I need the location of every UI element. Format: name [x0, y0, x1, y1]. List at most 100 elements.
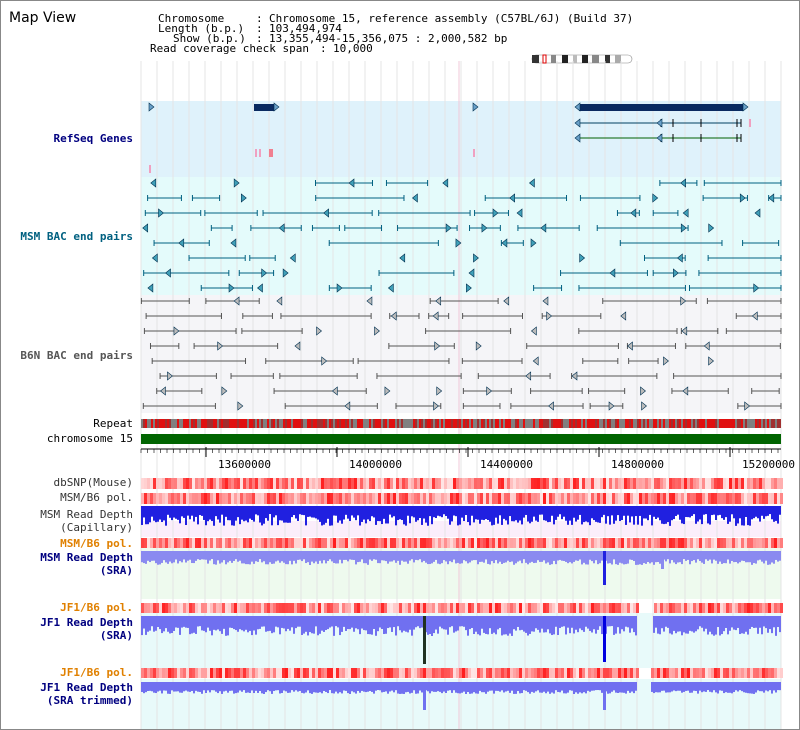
heat-cell: [687, 478, 690, 489]
repeat-segment: [465, 419, 467, 428]
depth-bar: [499, 506, 501, 516]
refseq-genes-track[interactable]: [148, 102, 751, 173]
heat-cell: [333, 668, 336, 678]
heat-cell: [213, 493, 216, 504]
heat-cell: [528, 478, 531, 489]
heat-cell: [474, 493, 477, 504]
heat-cell: [633, 603, 636, 613]
depth-bar: [309, 682, 311, 694]
heat-cell: [315, 603, 318, 613]
track-label-msm-b6-pol-2[interactable]: MSM/B6 pol.: [60, 537, 133, 550]
heat-cell: [360, 493, 363, 504]
depth-bar: [767, 506, 769, 516]
depth-bar: [593, 682, 595, 691]
depth-bar: [295, 551, 297, 564]
heat-cell: [585, 538, 588, 548]
heat-cell: [471, 538, 474, 548]
depth-bar: [717, 682, 719, 694]
heat-cell: [162, 478, 165, 489]
repeat-segment: [675, 419, 677, 428]
heat-cell: [438, 538, 441, 548]
depth-bar: [449, 682, 451, 691]
strand-arrow: [344, 401, 351, 411]
read-depth-tracks[interactable]: [141, 506, 781, 710]
depth-bar: [609, 616, 611, 627]
strand-arrow: [147, 283, 154, 293]
track-label-msm-read-depth-sra[interactable]: MSM Read Depth (SRA): [40, 551, 133, 577]
depth-bar: [141, 616, 143, 636]
track-label-refseq-genes[interactable]: RefSeq Genes: [53, 132, 133, 145]
heat-cell: [618, 538, 621, 548]
depth-bar: [679, 616, 681, 632]
chromosome-15-bar[interactable]: [141, 434, 781, 444]
depth-bar: [777, 506, 779, 524]
depth-bar: [665, 551, 667, 562]
heat-cell: [381, 478, 384, 489]
depth-bar: [471, 506, 473, 516]
depth-bar: [161, 682, 163, 694]
repeat-segment: [383, 419, 385, 428]
depth-bar: [717, 616, 719, 628]
heat-cell: [261, 603, 264, 613]
heat-cell: [477, 538, 480, 548]
heat-cell: [381, 493, 384, 504]
track-label-jf1-read-depth-sra[interactable]: JF1 Read Depth (SRA): [40, 616, 133, 642]
heat-cell: [369, 538, 372, 548]
repeat-segment: [567, 419, 569, 428]
track-label-b6n-bac-end-pairs[interactable]: B6N BAC end pairs: [20, 349, 133, 362]
track-label-msm-read-depth-capillary[interactable]: MSM Read Depth (Capillary): [40, 508, 133, 534]
heat-cell: [411, 603, 414, 613]
track-label-chromosome[interactable]: chromosome 15: [46, 432, 133, 445]
depth-bar: [517, 682, 519, 692]
depth-bar: [251, 616, 253, 636]
depth-bar: [483, 616, 485, 633]
repeat-segment: [401, 419, 403, 428]
depth-bar: [453, 551, 455, 560]
heat-cell: [753, 668, 756, 678]
depth-bar: [617, 551, 619, 565]
heat-cell: [213, 603, 216, 613]
depth-bar: [319, 682, 321, 693]
depth-bar: [429, 551, 431, 565]
repeat-segment: [177, 419, 179, 428]
depth-bar: [255, 682, 257, 691]
track-label-msm-b6-pol[interactable]: MSM/B6 pol.: [60, 491, 133, 504]
depth-bar: [461, 682, 463, 693]
track-label-jf1-b6-pol-2[interactable]: JF1/B6 pol.: [60, 666, 133, 679]
depth-bar: [189, 682, 191, 692]
heat-cell: [306, 478, 309, 489]
depth-bar: [283, 551, 285, 563]
track-label-jf1-read-depth-sra-trimmed[interactable]: JF1 Read Depth (SRA trimmed): [40, 681, 133, 707]
depth-bar: [365, 616, 367, 631]
depth-bar: [453, 616, 455, 633]
heat-cell: [732, 478, 735, 489]
track-label-repeat[interactable]: Repeat: [93, 417, 133, 430]
depth-bar: [751, 506, 753, 520]
heat-cell: [591, 603, 594, 613]
track-label-msm-bac-end-pairs[interactable]: MSM BAC end pairs: [20, 230, 133, 243]
depth-bar: [493, 616, 495, 633]
depth-bar: [479, 682, 481, 691]
depth-bar: [771, 616, 773, 634]
b6n-bac-end-pairs-track[interactable]: [140, 296, 782, 411]
repeat-segment: [229, 419, 231, 428]
repeat-segment: [407, 419, 409, 428]
depth-bar: [393, 551, 395, 561]
depth-bar: [445, 616, 447, 630]
heat-cell: [177, 478, 180, 489]
repeat-track[interactable]: [141, 419, 781, 428]
heat-cell: [780, 668, 783, 678]
heat-cell: [618, 493, 621, 504]
track-label-dbsnp[interactable]: dbSNP(Mouse): [53, 476, 133, 489]
heat-cell: [600, 478, 603, 489]
heat-cell: [717, 538, 720, 548]
heat-cell: [426, 538, 429, 548]
heat-cell: [498, 478, 501, 489]
heat-cell: [378, 668, 381, 678]
polymorphism-heat-tracks[interactable]: [141, 478, 783, 678]
track-label-jf1-b6-pol[interactable]: JF1/B6 pol.: [60, 601, 133, 614]
msm-bac-end-pairs-track[interactable]: [142, 178, 782, 293]
depth-bar: [239, 506, 241, 525]
depth-bar: [599, 616, 601, 627]
